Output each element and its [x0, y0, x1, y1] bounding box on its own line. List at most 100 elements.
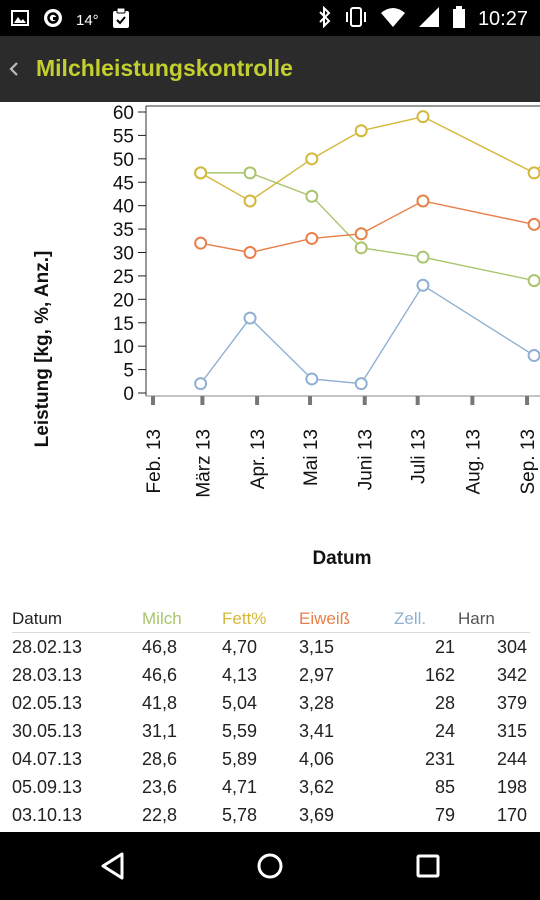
vibrate-icon — [344, 6, 368, 33]
y-tick-label: 15 — [113, 314, 134, 335]
page-title: Milchleistungskontrolle — [36, 55, 293, 81]
y-tick-label: 55 — [113, 126, 134, 147]
data-point — [243, 246, 257, 259]
y-tick-label: 50 — [113, 150, 134, 171]
cell-eiweiss: 3,41 — [299, 721, 335, 741]
cell-fett: 5,59 — [222, 721, 258, 741]
cell-datum: 05.09.13 — [12, 777, 83, 797]
data-point — [527, 274, 540, 288]
cell-datum: 30.05.13 — [12, 721, 83, 741]
cell-milch: 23,6 — [142, 777, 178, 797]
sync-icon — [42, 7, 64, 34]
x-tick-label: Feb. 13 — [144, 429, 165, 493]
data-point — [243, 166, 257, 180]
table-row: 28.03.13 46,6 4,13 2,97 162 342 — [12, 661, 530, 689]
data-point — [243, 194, 257, 208]
cell-harn: 198 — [496, 777, 527, 797]
x-tick-label: Mai 13 — [301, 429, 322, 486]
data-point — [194, 377, 208, 391]
x-tick-label: Juli 13 — [409, 429, 430, 484]
cell-fett: 5,78 — [222, 805, 258, 825]
cell-fett: 5,89 — [222, 749, 258, 769]
data-point — [354, 377, 368, 391]
y-tick-label: 30 — [113, 244, 134, 265]
cell-zell: 85 — [434, 777, 455, 797]
x-tick-label: Sep. 13 — [518, 429, 539, 495]
cell-fett: 4,13 — [222, 665, 258, 685]
recents-square-icon[interactable] — [410, 848, 446, 884]
data-point — [527, 217, 540, 231]
cell-datum: 02.05.13 — [12, 693, 83, 713]
data-point — [416, 278, 430, 292]
home-circle-icon[interactable] — [252, 848, 288, 884]
header-milch: Milch — [142, 609, 182, 628]
series-line-zell — [200, 284, 540, 385]
y-tick-label: 0 — [123, 384, 134, 405]
y-tick-label: 60 — [113, 103, 134, 124]
data-point — [305, 189, 319, 203]
data-point — [354, 241, 368, 255]
data-point — [194, 236, 208, 250]
navigation-bar — [0, 832, 540, 900]
clipboard-icon — [111, 7, 131, 34]
cell-harn: 170 — [496, 805, 527, 825]
y-tick-label: 40 — [113, 197, 134, 218]
table-row: 02.05.13 41,8 5,04 3,28 28 379 — [12, 689, 530, 717]
header-zell: Zell. — [394, 609, 427, 628]
x-tick-label: Juni 13 — [356, 429, 377, 490]
cell-harn: 315 — [496, 721, 527, 741]
cell-harn: 379 — [496, 693, 527, 713]
series-line-fett — [200, 115, 540, 202]
table-row: 28.02.13 46,8 4,70 3,15 21 304 — [12, 633, 530, 661]
cell-harn: 304 — [496, 637, 527, 657]
cell-milch: 22,8 — [142, 805, 178, 825]
cell-zell: 79 — [434, 805, 455, 825]
table-body: 28.02.13 46,8 4,70 3,15 21 304 28.03.13 46,6 4,1… — [12, 633, 530, 829]
cell-harn: 244 — [496, 749, 527, 769]
cell-eiweiss: 3,62 — [299, 777, 335, 797]
bluetooth-icon — [318, 5, 332, 33]
cell-datum: 28.02.13 — [12, 637, 83, 657]
cell-zell: 24 — [434, 721, 455, 741]
battery-icon — [452, 6, 466, 33]
header-harn: Harn — [458, 609, 495, 628]
cell-zell: 231 — [424, 749, 455, 769]
cell-zell: 162 — [424, 665, 455, 685]
x-tick-label: Apr. 13 — [248, 429, 269, 489]
y-tick-label: 35 — [113, 220, 134, 241]
cell-milch: 46,8 — [142, 637, 178, 657]
temperature-label: 14° — [76, 12, 99, 29]
table-row: 05.09.13 23,6 4,71 3,62 85 198 — [12, 773, 530, 801]
cell-harn: 342 — [496, 665, 527, 685]
data-point — [527, 349, 540, 363]
y-tick-label: 45 — [113, 173, 134, 194]
x-tick-label: März 13 — [193, 429, 214, 498]
cell-milch: 28,6 — [142, 749, 178, 769]
data-point — [527, 166, 540, 180]
image-icon — [10, 8, 30, 33]
cell-datum: 03.10.13 — [12, 805, 83, 825]
y-axis-label: Leistung [kg, %, Anz.] — [32, 251, 53, 448]
cell-datum: 04.07.13 — [12, 749, 83, 769]
performance-table: Datum Milch Fett% Eiweiß Zell. Harn 28.0… — [12, 606, 530, 829]
chevron-left-icon[interactable] — [6, 56, 22, 82]
table-row: 30.05.13 31,1 5,59 3,41 24 315 — [12, 717, 530, 745]
header-datum: Datum — [12, 609, 63, 628]
data-point — [354, 124, 368, 138]
back-triangle-icon[interactable] — [95, 848, 131, 884]
action-bar: Milchleistungskontrolle — [0, 36, 540, 102]
wifi-icon — [380, 6, 406, 33]
data-point — [305, 152, 319, 166]
data-point — [416, 110, 430, 124]
data-point — [354, 227, 368, 241]
x-axis-label: Datum — [312, 548, 371, 569]
cell-eiweiss: 3,28 — [299, 693, 335, 713]
header-eiweiss: Eiweiß — [299, 609, 351, 628]
data-point — [194, 166, 208, 180]
cell-eiweiss: 3,15 — [299, 637, 335, 657]
series-line-eiwei — [200, 200, 540, 254]
cell-zell: 21 — [434, 637, 455, 657]
y-tick-label: 20 — [113, 290, 134, 311]
data-point — [416, 250, 430, 264]
